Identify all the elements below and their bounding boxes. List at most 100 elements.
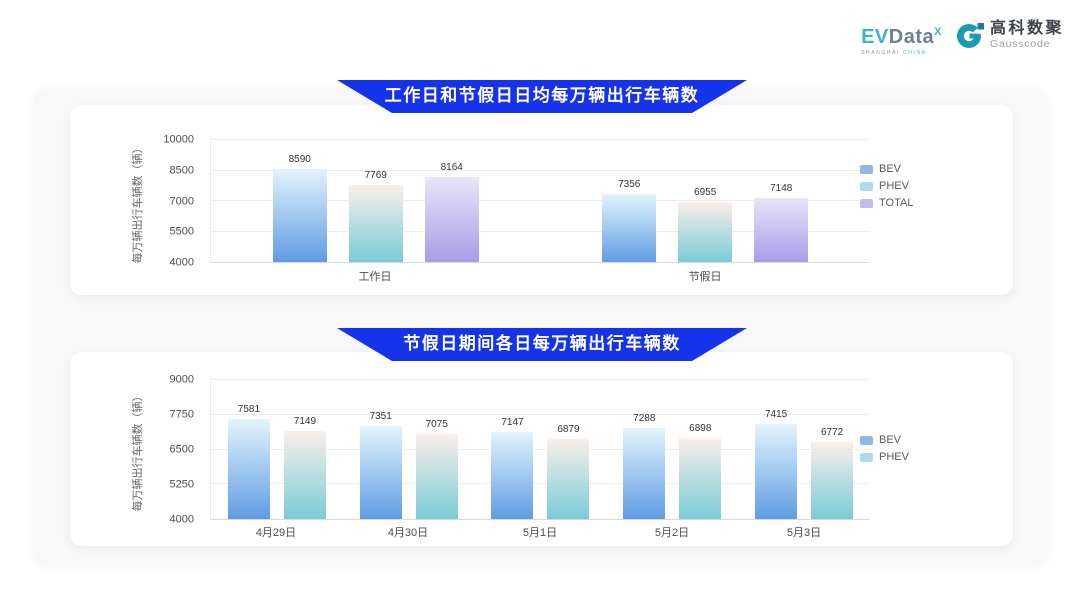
y-tick-label: 8500 [169, 164, 194, 177]
bar-bev[interactable]: 7147 [491, 417, 534, 519]
bar-value-label: 7075 [425, 418, 448, 430]
y-tick-label: 10000 [163, 133, 194, 146]
bar-bev[interactable]: 8590 [272, 154, 327, 262]
gausscode-g-icon [956, 22, 984, 48]
y-tick-label: 6500 [169, 443, 194, 456]
gridline [211, 379, 870, 380]
bar-bev[interactable]: 7415 [755, 409, 798, 519]
bar-group: 7356 6955 7148 [541, 140, 871, 262]
x-axis-label: 4月30日 [387, 527, 429, 539]
y-tick-label: 9000 [169, 373, 194, 386]
bar-value-label: 7769 [364, 170, 387, 182]
legend: BEV PHEV TOTAL [860, 163, 913, 209]
bar-value-label: 7581 [237, 404, 261, 416]
bar-group: 7581 7149 [211, 380, 343, 519]
y-axis: 4000 5250 6500 7750 9000 [154, 374, 202, 525]
bar-group: 7147 6879 [475, 380, 607, 519]
bar-group: 7351 7075 [343, 380, 475, 519]
bar-phev[interactable]: 7149 [283, 416, 326, 519]
chart1-card: 每万辆出行车辆数（辆） 4000 5500 7000 8500 10000 8590 77… [70, 105, 1013, 295]
bar-value-label: 7415 [764, 409, 788, 421]
plot-area: 7581 7149 7351 7075 7147 6879 7288 6898 7415 6772 [210, 379, 870, 520]
gridline [211, 483, 870, 485]
gridline [211, 139, 870, 140]
legend-label: PHEV [879, 451, 909, 463]
y-tick-label: 5250 [169, 478, 194, 491]
legend-item-bev[interactable]: BEV [860, 434, 909, 446]
bar-bev[interactable]: 7351 [359, 411, 402, 519]
legend-swatch [860, 181, 873, 191]
legend-swatch [860, 198, 873, 208]
bar-value-label: 7288 [633, 412, 656, 424]
y-tick-label: 7750 [169, 408, 194, 421]
gausscode-cn-name: 高科数聚 [989, 20, 1064, 37]
evdata-x-icon: X [934, 26, 942, 38]
evdata-tagline-left: SHANGHAI [861, 50, 901, 56]
gridline [211, 200, 870, 201]
bar-value-label: 8164 [440, 162, 463, 174]
y-tick-label: 7000 [169, 195, 194, 207]
bar-bev[interactable]: 7288 [623, 413, 666, 519]
legend-label: BEV [879, 434, 902, 446]
legend-swatch [860, 435, 873, 445]
gridline [211, 169, 870, 171]
bar-value-label: 8590 [288, 153, 311, 165]
x-axis-label: 节假日 [688, 271, 722, 283]
bar-group: 7415 6772 [738, 380, 870, 519]
legend-item-phev[interactable]: PHEV [860, 180, 913, 192]
y-tick-label: 5500 [169, 225, 194, 238]
y-axis-title: 每万辆出行车辆数（辆） [132, 142, 144, 264]
gridline [211, 413, 870, 415]
bar-total[interactable]: 8164 [424, 162, 479, 262]
legend-swatch [860, 452, 873, 462]
x-axis-label: 5月1日 [522, 527, 558, 539]
legend-label: PHEV [879, 180, 909, 192]
evdata-tagline-right: CHINA [903, 50, 927, 56]
bar-value-label: 6955 [694, 186, 717, 198]
bar-phev[interactable]: 7075 [415, 419, 458, 519]
bar-value-label: 7351 [369, 410, 392, 422]
evdata-wordmark: EVDataX [861, 22, 942, 47]
gridline [211, 448, 870, 450]
evdata-data-text: Data [888, 26, 935, 48]
legend-swatch [860, 164, 873, 174]
bar-bev[interactable]: 7581 [227, 404, 270, 519]
legend-item-total[interactable]: TOTAL [860, 197, 913, 209]
bar-value-label: 6879 [557, 423, 580, 435]
bar-value-label: 7149 [293, 416, 317, 428]
bar-phev[interactable]: 6955 [678, 187, 733, 262]
plot-area: 8590 7769 8164 7356 6955 7148 [210, 139, 871, 263]
x-axis-label: 5月2日 [654, 527, 690, 539]
bar-group: 7288 6898 [606, 380, 738, 519]
bar-value-label: 7148 [770, 183, 793, 194]
bar-value-label: 7147 [501, 416, 524, 428]
bar-bev[interactable]: 7356 [602, 179, 657, 262]
legend-label: TOTAL [879, 197, 914, 209]
bar-phev[interactable]: 6879 [547, 424, 590, 519]
y-axis-title: 每万辆出行车辆数（辆） [132, 390, 144, 512]
x-axis-label: 工作日 [358, 271, 392, 283]
bar-phev[interactable]: 7769 [348, 170, 403, 262]
evdata-logo: EVDataX SHANGHAI CHINA [861, 22, 942, 56]
legend-item-phev[interactable]: PHEV [860, 451, 909, 463]
evdata-tagline: SHANGHAI CHINA [861, 50, 942, 56]
gausscode-logo: 高科数聚 Gausscode [956, 20, 1064, 50]
bar-total[interactable]: 7148 [754, 183, 809, 262]
header-logos: EVDataX SHANGHAI CHINA 高科数聚 Gausscode [861, 20, 1064, 56]
chart1-title-banner: 工作日和节假日日均每万辆出行车辆数 [337, 80, 747, 113]
y-axis: 4000 5500 7000 8500 10000 [154, 134, 202, 268]
x-axis-label: 5月3日 [786, 527, 822, 539]
bar-phev[interactable]: 6772 [811, 427, 854, 519]
bar-phev[interactable]: 6898 [679, 423, 722, 519]
bar-value-label: 6772 [820, 426, 844, 438]
bar-group: 8590 7769 8164 [211, 140, 541, 262]
y-tick-label: 4000 [169, 256, 194, 269]
gridline [211, 230, 870, 232]
legend-item-bev[interactable]: BEV [860, 163, 913, 175]
x-axis-labels: 4月29日 4月30日 5月1日 5月2日 5月3日 [210, 524, 870, 540]
y-tick-label: 4000 [169, 513, 194, 526]
gausscode-en-name: Gausscode [989, 38, 1051, 50]
x-axis-labels: 工作日 节假日 [210, 268, 870, 284]
legend: BEV PHEV [860, 434, 909, 463]
